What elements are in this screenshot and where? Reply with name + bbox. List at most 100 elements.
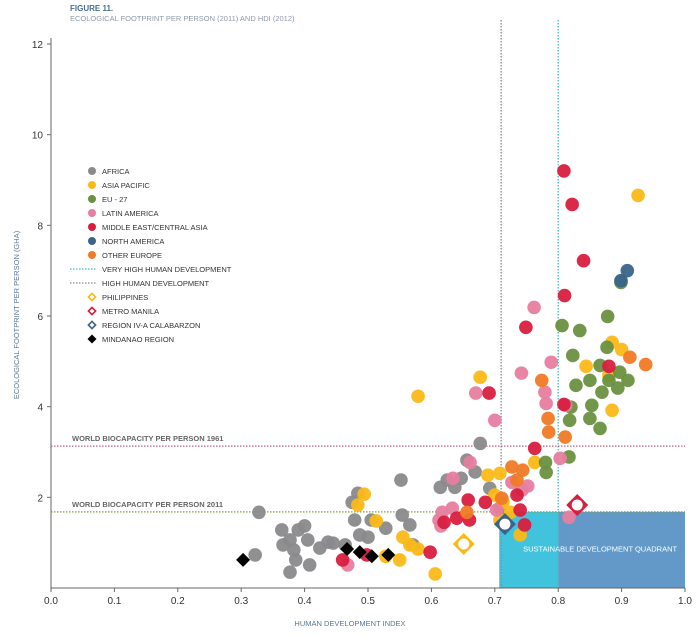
- y-axis-label: ECOLOGICAL FOOTPRINT PER PERSON (GHA): [12, 230, 21, 399]
- legend-label: EU - 27: [102, 195, 127, 204]
- point-eu-27: [593, 421, 607, 436]
- point-asia-pacific: [631, 188, 645, 203]
- point-eu-27: [565, 348, 580, 363]
- point-north-america: [620, 263, 635, 278]
- quadrant-label: SUSTAINABLE DEVELOPMENT QUADRANT: [523, 545, 677, 554]
- point-mindanao-region: [352, 545, 367, 560]
- point-metro-manila-hole: [571, 499, 583, 511]
- point-africa: [395, 508, 410, 522]
- y-tick-label: 6: [37, 312, 43, 323]
- point-eu-27: [569, 378, 583, 393]
- point-other-europe: [558, 430, 572, 444]
- legend-swatch-asia-pacific: [88, 181, 96, 189]
- point-latin-america: [553, 451, 567, 466]
- point-asia-pacific: [493, 466, 507, 481]
- reference-lines: WORLD BIOCAPACITY PER PERSON 1961 WORLD B…: [51, 20, 685, 588]
- legend-swatch-latin-america: [88, 209, 96, 217]
- x-tick-label: 0.4: [298, 596, 312, 607]
- legend-label: REGION IV-A CALABARZON: [102, 321, 200, 330]
- legend-swatch-eu-27: [88, 195, 96, 203]
- point-asia-pacific: [605, 403, 619, 418]
- point-mindanao-region: [340, 542, 355, 557]
- point-africa: [347, 513, 362, 527]
- ref-line-label: WORLD BIOCAPACITY PER PERSON 2011: [72, 500, 223, 509]
- legend-swatch-middle-east-central-asia: [88, 223, 96, 231]
- y-tick-label: 4: [37, 403, 43, 414]
- point-eu-27: [621, 373, 635, 388]
- point-region-iv-a-calabarzon-hole: [499, 518, 511, 530]
- figure-label: FIGURE 11.: [70, 4, 113, 13]
- chart-subtitle: ECOLOGICAL FOOTPRINT PER PERSON (2011) A…: [70, 14, 295, 23]
- legend-label: LATIN AMERICA: [102, 209, 159, 218]
- point-other-europe: [460, 505, 474, 520]
- x-tick-label: 0.2: [171, 596, 185, 607]
- legend-swatch-philippines: [87, 292, 97, 302]
- legend-label: PHILIPPINES: [102, 293, 148, 302]
- legend-label: HIGH HUMAN DEVELOPMENT: [102, 279, 210, 288]
- data-points: [236, 164, 653, 581]
- point-middle-east-central-asia: [557, 397, 571, 412]
- point-middle-east-central-asia: [557, 288, 572, 303]
- point-africa: [378, 521, 393, 535]
- y-tick-label: 8: [37, 221, 43, 232]
- point-middle-east-central-asia: [557, 164, 571, 178]
- legend-label: MINDANAO REGION: [102, 335, 174, 344]
- legend-label: MIDDLE EAST/CENTRAL ASIA: [102, 223, 208, 232]
- point-other-europe: [515, 463, 530, 477]
- legend-swatch-mindanao-region: [87, 334, 97, 344]
- point-eu-27: [539, 465, 553, 480]
- point-eu-27: [583, 373, 597, 388]
- point-latin-america: [544, 355, 559, 370]
- point-middle-east-central-asia: [576, 253, 591, 268]
- point-africa: [302, 558, 317, 572]
- point-mindanao-region: [236, 552, 251, 567]
- point-middle-east-central-asia: [510, 488, 524, 502]
- point-eu-27: [572, 323, 587, 338]
- point-asia-pacific: [481, 468, 495, 482]
- x-tick-label: 0.0: [44, 596, 58, 607]
- point-middle-east-central-asia: [519, 320, 533, 335]
- legend-swatch-region-iv-a-calabarzon: [87, 320, 97, 330]
- y-tick-label: 12: [32, 40, 44, 51]
- legend-swatch-africa: [88, 167, 96, 175]
- point-latin-america: [463, 455, 477, 470]
- legend-label: AFRICA: [102, 167, 130, 176]
- point-africa: [326, 536, 340, 550]
- legend-swatch-other-europe: [88, 251, 96, 259]
- legend-swatch-metro-manila: [87, 306, 97, 316]
- point-eu-27: [595, 385, 609, 399]
- point-latin-america: [488, 413, 502, 428]
- point-eu-27: [610, 381, 625, 395]
- point-africa: [297, 519, 312, 533]
- legend-label: OTHER EUROPE: [102, 251, 162, 260]
- point-middle-east-central-asia: [423, 545, 437, 559]
- point-eu-27: [538, 455, 553, 470]
- x-tick-label: 0.3: [234, 596, 248, 607]
- point-asia-pacific: [579, 359, 593, 374]
- point-latin-america: [468, 386, 483, 400]
- point-latin-america: [527, 300, 541, 315]
- point-middle-east-central-asia: [335, 553, 350, 567]
- point-asia-pacific: [473, 370, 488, 385]
- point-north-america: [614, 273, 628, 288]
- point-mindanao-region: [381, 547, 396, 562]
- point-africa: [288, 553, 303, 567]
- axes: 0.0 0.1 0.2 0.3 0.4 0.5 0.6 0.7 0.8 0.9 1.0 2 4 6 8 10 1…: [32, 38, 692, 607]
- point-other-europe: [494, 491, 509, 506]
- x-tick-label: 0.6: [424, 596, 438, 607]
- x-tick-label: 0.8: [551, 596, 565, 607]
- point-eu-27: [562, 413, 577, 428]
- legend-swatch-north-america: [88, 237, 96, 245]
- legend-label: VERY HIGH HUMAN DEVELOPMENT: [102, 265, 232, 274]
- point-middle-east-central-asia: [478, 495, 493, 510]
- x-tick-label: 0.1: [107, 596, 121, 607]
- x-tick-label: 0.9: [615, 596, 629, 607]
- x-tick-label: 0.5: [361, 596, 375, 607]
- point-africa: [473, 436, 488, 451]
- point-eu-27: [585, 398, 599, 413]
- point-asia-pacific: [369, 514, 384, 528]
- point-other-europe: [541, 411, 555, 426]
- point-latin-america: [539, 396, 553, 411]
- point-africa: [361, 530, 375, 545]
